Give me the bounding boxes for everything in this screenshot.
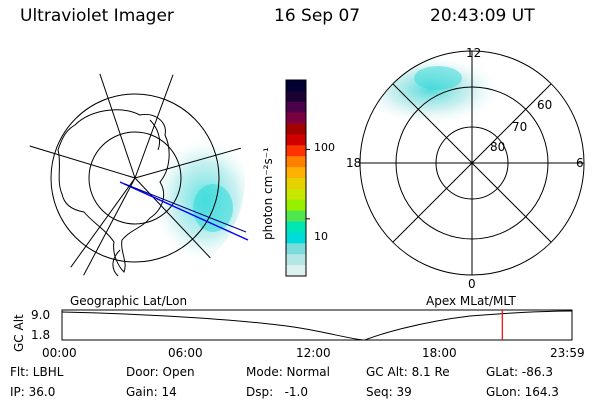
mlat-label-70: 70 (512, 120, 528, 134)
colorbar-tick-100: 100 (314, 141, 335, 154)
seq-status: Seq: 39 (366, 385, 412, 399)
alt-xtick-2359: 23:59 (550, 346, 585, 360)
colorbar-segment (286, 80, 306, 92)
ip-status: IP: 36.0 (10, 385, 56, 399)
time-label: 20:43:09 UT (430, 6, 535, 26)
dsp-status: Dsp: -1.0 (246, 385, 309, 399)
colorbar-tick-10: 10 (314, 230, 328, 243)
mlt-label-6: 6 (576, 156, 584, 170)
colorbar-segment (286, 199, 306, 212)
gain-status: Gain: 14 (126, 385, 177, 399)
alt-ylabel: GC Alt (12, 314, 26, 352)
colorbar-segment (286, 254, 306, 266)
mlt-label-18: 18 (346, 156, 362, 170)
mlt-label-12: 12 (466, 46, 482, 60)
sun-direction-line (119, 181, 249, 241)
colorbar-segment (286, 123, 306, 136)
geographic-map (25, 68, 249, 288)
colorbar-segment (286, 101, 306, 114)
colorbar-segment (286, 188, 306, 201)
altitude-plot (61, 309, 573, 341)
colorbar-segment (286, 167, 306, 179)
gc-alt-status: GC Alt: 8.1 Re (366, 365, 450, 379)
alt-ytick-1-8: 1.8 (31, 328, 51, 342)
mlat-mlt-map (359, 50, 585, 276)
colorbar-segment (286, 232, 306, 244)
colorbar-segment (286, 178, 306, 190)
geographic-projection-label: Geographic Lat/Lon (70, 294, 188, 308)
alt-xtick-0000: 00:00 (42, 346, 77, 360)
apex-projection-label: Apex MLat/MLT (426, 294, 516, 308)
colorbar-segment (286, 221, 306, 234)
colorbar-segment (286, 243, 306, 255)
colorbar-segment (286, 265, 306, 277)
colorbar-segment (286, 112, 306, 125)
alt-xtick-1800: 18:00 (422, 346, 457, 360)
colorbar (285, 79, 310, 277)
door-status: Door: Open (126, 365, 195, 379)
glon-status: GLon: 164.3 (486, 385, 559, 399)
date-label: 16 Sep 07 (274, 6, 361, 26)
alt-xtick-0600: 06:00 (168, 346, 203, 360)
colorbar-border (285, 79, 307, 277)
filter-status: Flt: LBHL (10, 365, 64, 379)
alt-xtick-1200: 12:00 (296, 346, 331, 360)
mlat-label-80: 80 (490, 140, 506, 154)
colorbar-segment (286, 156, 306, 168)
colorbar-label: photon cm⁻²s⁻¹ (261, 147, 275, 240)
antarctica-outline (57, 109, 170, 273)
mode-status: Mode: Normal (246, 365, 330, 379)
colorbar-segment (286, 145, 306, 157)
colorbar-segment (286, 210, 306, 223)
glat-status: GLat: -86.3 (486, 365, 553, 379)
mlat-label-60: 60 (537, 98, 553, 112)
alt-ytick-9: 9.0 (31, 308, 51, 322)
colorbar-segment (286, 90, 306, 103)
colorbar-segment (286, 134, 306, 146)
instrument-title: Ultraviolet Imager (20, 6, 174, 26)
aurora-glow-right (360, 56, 500, 124)
mlt-label-0: 0 (468, 277, 476, 291)
altitude-curve (61, 310, 573, 341)
